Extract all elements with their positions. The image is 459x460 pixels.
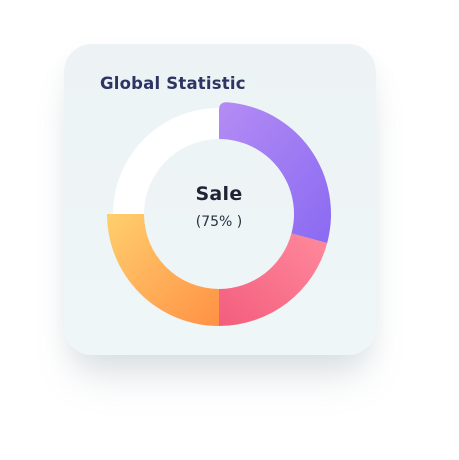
donut-track-segment (113, 108, 219, 218)
center-value: (75% ) (195, 214, 243, 230)
donut-segment-purple (219, 102, 331, 243)
card-title: Global Statistic (100, 74, 246, 93)
donut-segment-pink (219, 233, 328, 326)
center-label: Sale (195, 183, 243, 205)
donut-segment-orange (107, 214, 219, 326)
